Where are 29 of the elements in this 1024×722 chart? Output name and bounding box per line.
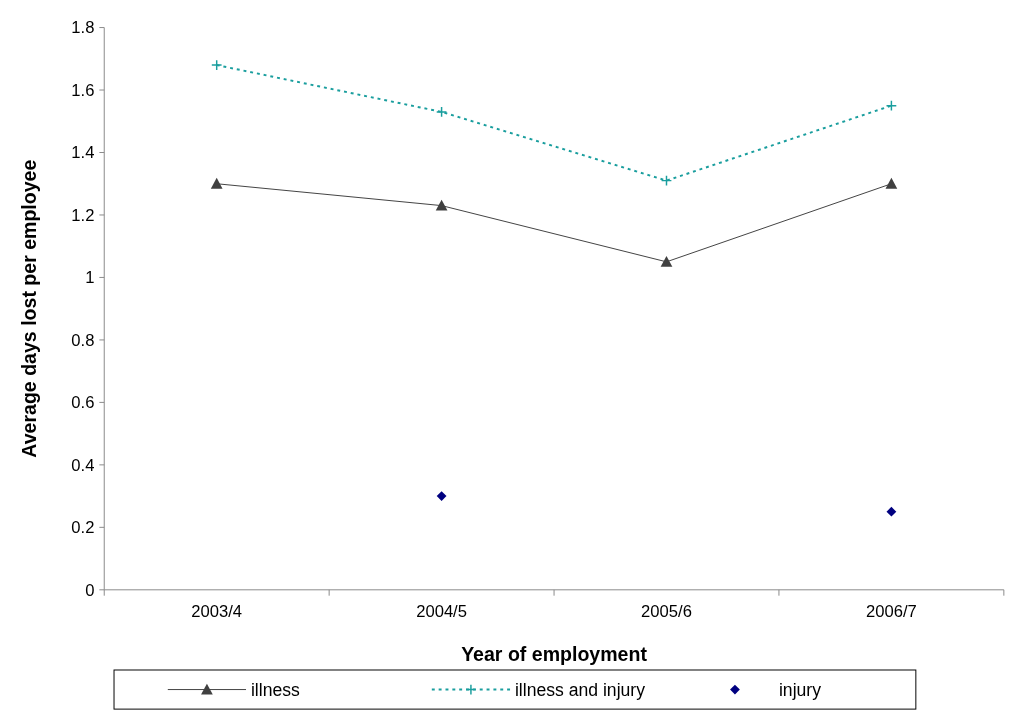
y-tick-label: 1.8 — [71, 18, 95, 38]
y-tick-label: 1.6 — [71, 80, 95, 100]
x-tick-label: 2005/6 — [641, 602, 692, 622]
point — [885, 100, 898, 112]
legend-label: injury — [778, 679, 822, 700]
y-tick-label: 1 — [85, 268, 95, 288]
point — [211, 59, 223, 71]
point — [435, 106, 448, 118]
point — [435, 199, 448, 211]
point — [886, 506, 897, 517]
y-tick-label: 0.6 — [71, 393, 95, 413]
y-tick-label: 0.4 — [71, 455, 95, 475]
point — [885, 177, 898, 189]
x-tick-label: 2003/4 — [191, 602, 243, 622]
y-axis-title: Average days lost per employee — [17, 159, 40, 458]
legend-label: illness and injury — [514, 679, 646, 700]
point — [436, 491, 447, 501]
x-tick-label: 2006/7 — [866, 602, 917, 622]
x-axis-title: Year of employment — [461, 643, 648, 666]
y-tick-label: 0.8 — [71, 330, 95, 350]
y-tick-label: 0.2 — [71, 518, 95, 538]
legend-label: illness — [250, 679, 301, 700]
point — [660, 255, 673, 267]
x-tick-label: 2004/5 — [416, 602, 467, 622]
point — [660, 174, 673, 187]
point — [210, 177, 223, 189]
y-tick-label: 0 — [85, 580, 95, 600]
y-tick-label: 1.2 — [71, 205, 95, 225]
y-tick-label: 1.4 — [71, 143, 95, 163]
